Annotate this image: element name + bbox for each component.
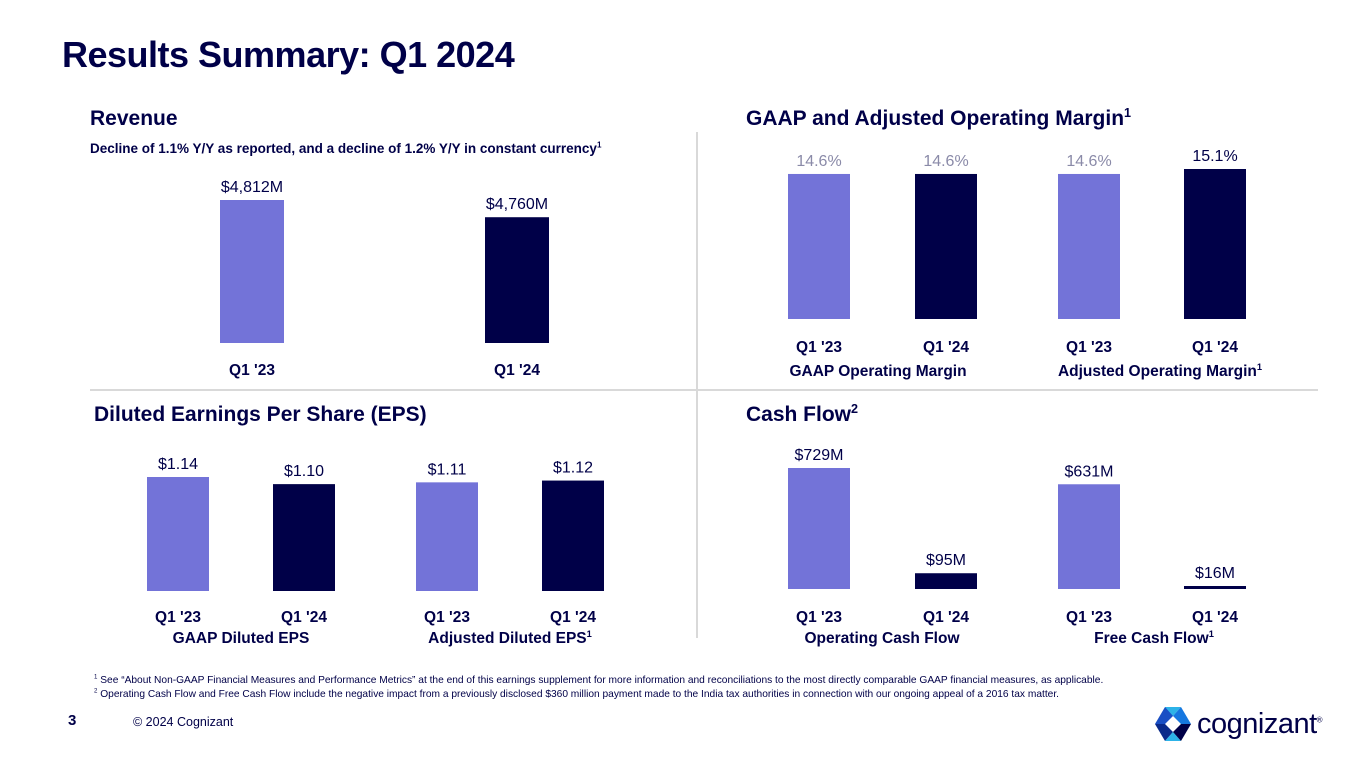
revenue-title: Revenue <box>90 107 178 130</box>
data-label-gaap_margin-0: 14.6% <box>796 153 841 170</box>
copyright: © 2024 Cognizant <box>133 715 234 729</box>
data-label-adj_margin-0: 14.6% <box>1066 153 1111 170</box>
tick-label-adj_margin-0: Q1 '23 <box>1066 339 1112 356</box>
tick-label-gaap_eps-1: Q1 '24 <box>281 609 327 626</box>
group-label-adj-margin: Adjusted Operating Margin1 <box>1057 361 1263 380</box>
data-label-revenue-1: $4,760M <box>486 196 548 213</box>
group-label-gaap-eps: GAAP Diluted EPS <box>172 630 310 647</box>
page-number: 3 <box>68 712 77 729</box>
logo-wordmark: cognizant® <box>1197 707 1323 740</box>
data-label-fcf-1: $16M <box>1195 565 1235 582</box>
data-label-gaap_eps-1: $1.10 <box>284 463 324 480</box>
tick-label-ocf-0: Q1 '23 <box>796 609 842 626</box>
bar-ocf-1 <box>915 573 977 589</box>
tick-label-revenue-1: Q1 '24 <box>494 362 540 379</box>
chart-adj_margin: 14.6% Q1 '23 15.1% Q1 '24 <box>1058 148 1246 356</box>
vertical-divider <box>696 132 698 638</box>
tick-label-fcf-1: Q1 '24 <box>1192 609 1238 626</box>
cognizant-logo-icon <box>1155 707 1191 741</box>
footnote-2: 2 Operating Cash Flow and Free Cash Flow… <box>94 687 1059 700</box>
bar-revenue-0 <box>220 200 284 343</box>
bar-adj_margin-0 <box>1058 173 1120 319</box>
data-label-gaap_eps-0: $1.14 <box>158 456 198 473</box>
page-title: Results Summary: Q1 2024 <box>62 34 515 75</box>
chart-ocf: $729M Q1 '23 $95M Q1 '24 <box>788 447 977 626</box>
cashflow-title: Cash Flow2 <box>746 402 859 426</box>
chart-fcf: $631M Q1 '23 $16M Q1 '24 <box>1058 463 1246 626</box>
cognizant-logo: cognizant® <box>1155 706 1323 742</box>
tick-label-ocf-1: Q1 '24 <box>923 609 969 626</box>
chart-gaap_eps: $1.14 Q1 '23 $1.10 Q1 '24 <box>147 456 335 626</box>
group-label-gaap-margin: GAAP Operating Margin <box>789 363 967 380</box>
bar-gaap_eps-1 <box>273 484 335 591</box>
footnote-1: 1 See “About Non-GAAP Financial Measures… <box>94 673 1104 686</box>
tick-label-adj_eps-0: Q1 '23 <box>424 609 470 626</box>
bar-adj_eps-0 <box>416 482 478 591</box>
tick-label-adj_eps-1: Q1 '24 <box>550 609 596 626</box>
bar-fcf-1 <box>1184 586 1246 589</box>
data-label-ocf-0: $729M <box>795 447 844 464</box>
tick-label-revenue-0: Q1 '23 <box>229 362 275 379</box>
chart-gaap_margin: 14.6% Q1 '23 14.6% Q1 '24 <box>788 153 977 356</box>
bar-adj_margin-1 <box>1184 169 1246 319</box>
data-label-revenue-0: $4,812M <box>221 179 283 196</box>
bar-gaap_eps-0 <box>147 477 209 591</box>
bar-gaap_margin-0 <box>788 173 850 319</box>
revenue-subtitle: Decline of 1.1% Y/Y as reported, and a d… <box>90 140 602 156</box>
bar-revenue-1 <box>485 217 549 343</box>
tick-label-gaap_margin-1: Q1 '24 <box>923 339 969 356</box>
data-label-fcf-0: $631M <box>1065 463 1114 480</box>
group-label-fcf: Free Cash Flow1 <box>1094 628 1214 647</box>
bar-fcf-0 <box>1058 484 1120 589</box>
chart-revenue: $4,812M Q1 '23 $4,760M Q1 '24 <box>220 179 549 379</box>
footnotes: 1 See “About Non-GAAP Financial Measures… <box>94 674 1103 702</box>
tick-label-gaap_margin-0: Q1 '23 <box>796 339 842 356</box>
bar-ocf-0 <box>788 468 850 589</box>
tick-label-adj_margin-1: Q1 '24 <box>1192 339 1238 356</box>
bar-gaap_margin-1 <box>915 173 977 319</box>
eps-title: Diluted Earnings Per Share (EPS) <box>94 403 427 426</box>
tick-label-fcf-0: Q1 '23 <box>1066 609 1112 626</box>
margin-title: GAAP and Adjusted Operating Margin1 <box>746 106 1132 130</box>
group-label-adj-eps: Adjusted Diluted EPS1 <box>428 628 592 647</box>
tick-label-gaap_eps-0: Q1 '23 <box>155 609 201 626</box>
data-label-adj_margin-1: 15.1% <box>1192 148 1237 165</box>
data-label-gaap_margin-1: 14.6% <box>923 153 968 170</box>
data-label-adj_eps-1: $1.12 <box>553 460 593 477</box>
horizontal-divider <box>90 389 1318 391</box>
bar-adj_eps-1 <box>542 480 604 591</box>
data-label-ocf-1: $95M <box>926 552 966 569</box>
chart-adj_eps: $1.11 Q1 '23 $1.12 Q1 '24 <box>416 460 604 626</box>
data-label-adj_eps-0: $1.11 <box>428 461 467 478</box>
group-label-ocf: Operating Cash Flow <box>804 630 960 647</box>
